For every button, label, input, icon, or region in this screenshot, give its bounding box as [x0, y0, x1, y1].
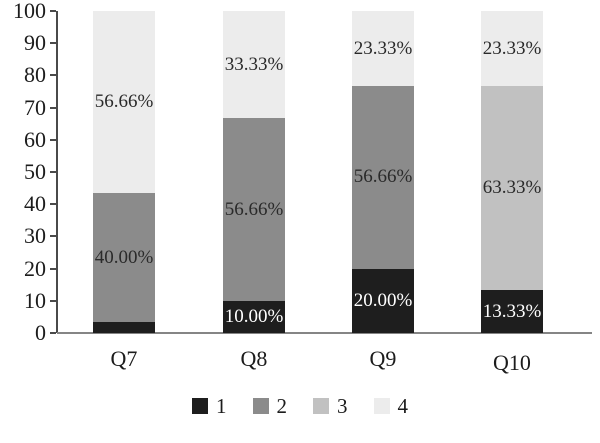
x-category-label-Q7: Q7	[110, 346, 138, 371]
y-tick-label: 0	[35, 320, 46, 345]
y-tick-mark	[50, 42, 56, 45]
x-category-label-Q8: Q8	[240, 346, 268, 371]
legend-swatch-4	[373, 398, 390, 414]
bar-segment-Q7-cat1	[93, 322, 155, 333]
y-tick-label: 20	[24, 255, 46, 281]
bar-segment-Q10-cat1	[481, 290, 543, 333]
y-tick-label: 10	[24, 287, 46, 313]
y-tick-label: 40	[24, 191, 46, 217]
y-tick-mark	[50, 171, 56, 173]
y-tick-mark	[50, 235, 56, 238]
bar-segment-Q8-cat1	[223, 300, 285, 333]
segment-label-Q9-cat4: 23.33%	[353, 37, 413, 59]
segment-label-Q10-cat3: 63.33%	[482, 177, 542, 199]
legend-swatch-2	[252, 398, 269, 414]
segment-label-Q9-cat2: 56.66%	[353, 166, 413, 188]
legend-item-3: 3	[313, 395, 348, 417]
y-tick-label: 80	[24, 62, 46, 88]
bar-segment-Q8-cat2	[223, 118, 285, 301]
y-tick-mark	[50, 267, 56, 270]
y-tick-label: 60	[24, 126, 46, 152]
bar-segment-Q9-cat2	[352, 86, 414, 269]
y-tick-label: 70	[24, 94, 46, 120]
y-tick-mark	[50, 138, 56, 141]
y-tick-label: 30	[24, 223, 46, 249]
segment-label-Q9-cat1: 20.00%	[353, 289, 413, 311]
bar-segment-Q8-cat4	[223, 11, 285, 119]
legend-swatch-3	[313, 398, 329, 414]
x-axis-line	[57, 332, 592, 334]
bar-segment-Q10-cat4	[481, 11, 543, 87]
segment-label-Q8-cat2: 56.66%	[224, 198, 284, 220]
legend-swatch-1	[192, 398, 208, 414]
x-category-label-Q10: Q10	[493, 350, 531, 375]
bar-segment-Q9-cat1	[352, 268, 414, 333]
legend-item-1: 1	[192, 395, 227, 417]
bar-segment-Q10-cat3	[481, 86, 543, 291]
legend-label-3: 3	[337, 394, 348, 418]
y-tick-mark	[50, 332, 56, 334]
bar-segment-Q7-cat4	[93, 11, 155, 194]
legend-label-4: 4	[397, 394, 409, 418]
y-tick-mark	[50, 299, 56, 302]
y-tick-label: 100	[13, 0, 46, 23]
y-tick-mark	[50, 203, 56, 206]
segment-label-Q8-cat1: 10.00%	[224, 305, 284, 327]
legend-label-2: 2	[276, 394, 288, 418]
legend-item-2: 2	[252, 394, 288, 418]
bar-segment-Q7-cat2	[93, 193, 155, 323]
y-tick-mark	[50, 74, 56, 77]
y-tick-mark	[50, 106, 56, 109]
y-tick-label: 90	[24, 30, 46, 56]
x-category-label-Q9: Q9	[369, 346, 397, 371]
segment-label-Q10-cat1: 13.33%	[482, 300, 542, 322]
y-axis-line	[56, 11, 58, 333]
legend-item-4: 4	[373, 394, 409, 418]
legend-label-1: 1	[216, 394, 227, 418]
segment-label-Q8-cat4: 33.33%	[224, 53, 284, 75]
segment-label-Q7-cat4: 56.66%	[94, 91, 154, 113]
y-tick-label: 50	[24, 159, 46, 184]
segment-label-Q7-cat2: 40.00%	[94, 246, 154, 268]
y-tick-mark	[50, 10, 56, 12]
legend: 1 2 3 4	[0, 395, 600, 417]
bar-segment-Q9-cat4	[352, 11, 414, 87]
segment-label-Q10-cat4: 23.33%	[482, 37, 542, 59]
